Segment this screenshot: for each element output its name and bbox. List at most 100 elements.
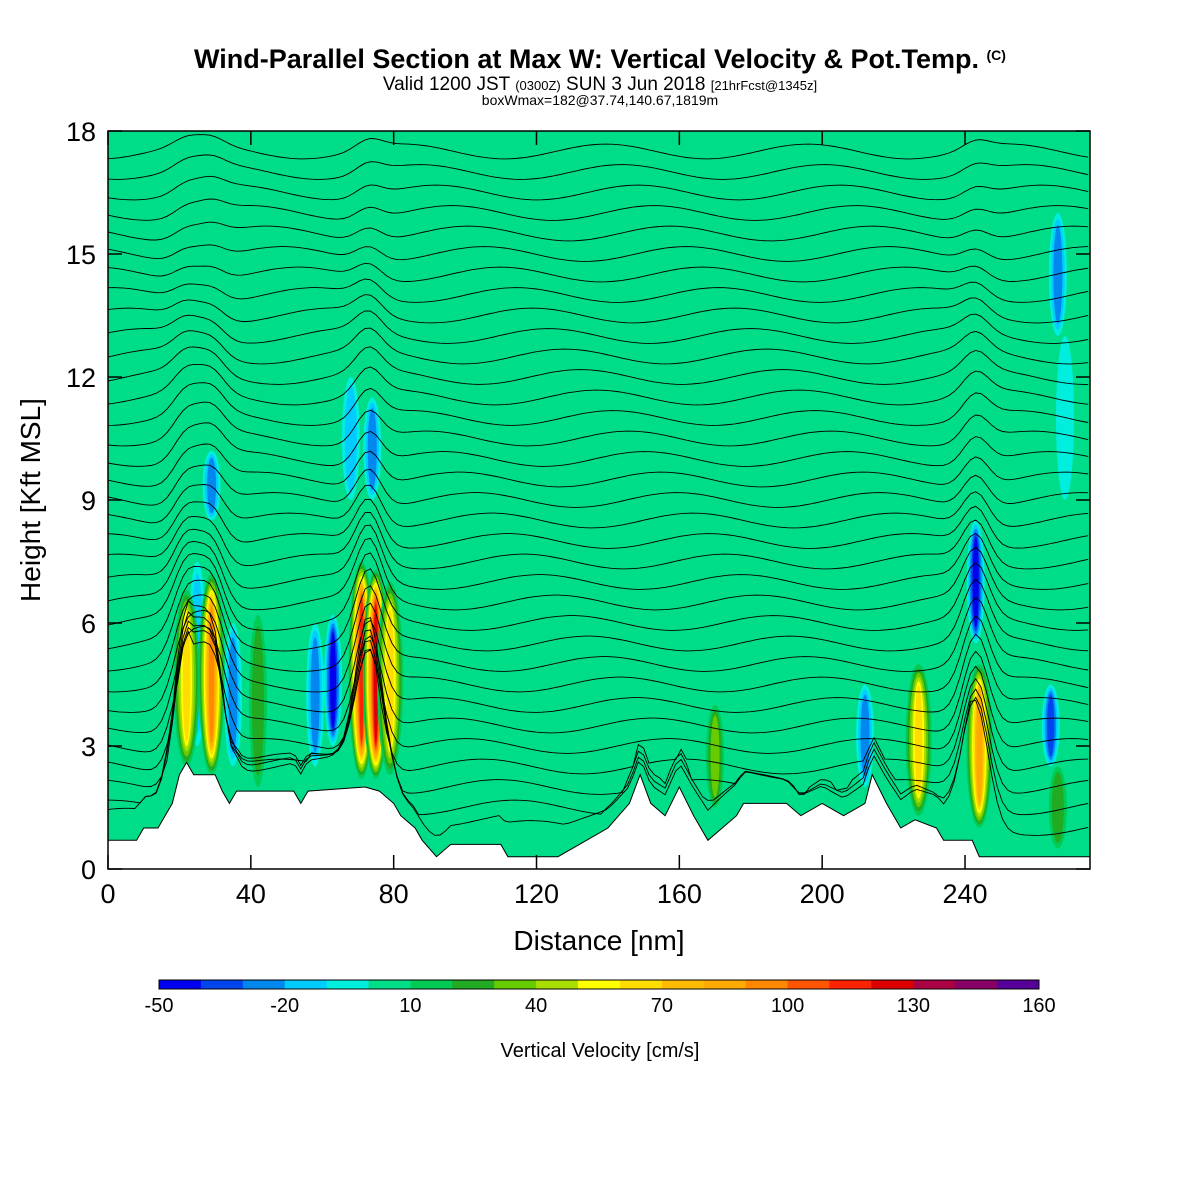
colorbar-swatch	[410, 980, 453, 989]
isentrope-line	[108, 599, 1089, 836]
isentrope-line	[108, 579, 1089, 672]
y-tick-label: 12	[66, 363, 96, 393]
terrain-profile	[107, 761, 1091, 870]
colorbar-swatch	[871, 980, 914, 989]
y-tick-label: 6	[81, 609, 96, 639]
downdraft-cell	[341, 377, 360, 500]
colorbar-swatch	[452, 980, 495, 989]
valid-time-text: Valid 1200 JST	[382, 74, 510, 95]
colorbar-swatch	[368, 980, 411, 989]
title-main-text: Wind-Parallel Section at Max W: Vertical…	[194, 44, 979, 74]
downdraft-cell	[306, 623, 325, 767]
updraft-cell-band	[710, 715, 720, 798]
downdraft-cell	[1041, 684, 1060, 767]
isentrope-line	[108, 363, 1089, 406]
updraft-cell	[1048, 766, 1067, 849]
downdraft-cell	[1048, 213, 1067, 336]
isentrope-line	[108, 498, 1089, 549]
isentrope-line	[108, 611, 1089, 816]
downdraft-cell-band	[310, 637, 320, 753]
downdraft-cell-band	[207, 457, 217, 514]
downdraft-cell	[363, 397, 382, 500]
colorbar-swatch	[494, 980, 537, 989]
isentrope-line	[108, 626, 1089, 775]
downdraft-cell	[323, 614, 342, 747]
isentrope-line	[108, 609, 1089, 713]
x-tick-label: 160	[657, 879, 702, 909]
downdraft-cell	[202, 450, 221, 521]
isentrope-line	[108, 401, 1089, 447]
isentrope-line	[108, 327, 1089, 365]
isentrope-line	[108, 278, 1089, 303]
updraft-cell-band	[359, 597, 364, 743]
axes: 0 40 80 120 160 200 240 0 3 6 9 12 15 18	[66, 117, 1090, 909]
terrain-mask	[107, 761, 1091, 870]
updraft-cell-band	[976, 689, 983, 803]
x-tick-label: 80	[379, 879, 409, 909]
isentrope-line	[108, 464, 1089, 508]
colorbar-swatch	[703, 980, 747, 989]
colorbar-swatch	[536, 980, 579, 989]
updraft-cell	[905, 664, 932, 816]
isentrope-line	[108, 620, 1089, 795]
isentrope-line	[108, 310, 1089, 344]
vertical-velocity-field	[108, 131, 1090, 869]
y-axis-label: Height [Kft MSL]	[15, 398, 46, 602]
isentrope-line	[108, 382, 1089, 426]
colorbar-label: Vertical Velocity [cm/s]	[501, 1040, 700, 1062]
downdraft-cell-band	[1056, 336, 1075, 500]
updraft-cell-band	[1051, 771, 1064, 844]
isentrope-line	[108, 524, 1089, 590]
colorbar-swatch	[913, 980, 956, 989]
colorbar-tick-label: 40	[525, 995, 547, 1017]
colorbar-swatch	[159, 980, 202, 989]
colorbar-swatch	[578, 980, 621, 989]
isentrope-line	[108, 175, 1089, 201]
colorbar-frame	[158, 979, 1040, 990]
colorbar-swatch	[745, 980, 789, 989]
colorbar-swatch	[200, 980, 244, 989]
isentrope-line	[108, 262, 1089, 283]
downdraft-cell-band	[1047, 694, 1055, 757]
colorbar-tick-label: 100	[771, 995, 804, 1017]
isentrope-line	[108, 443, 1089, 488]
colorbar-swatch	[787, 980, 830, 989]
updraft-cell	[706, 705, 725, 808]
colorbar: -50 -20 10 40 70 100 130 160	[145, 979, 1056, 1017]
x-tick-label: 240	[942, 879, 987, 909]
colorbar-swatch	[619, 980, 663, 989]
updraft-cell	[966, 664, 993, 828]
y-tick-label: 0	[81, 855, 96, 885]
x-tick-label: 40	[236, 879, 266, 909]
y-tick-label: 3	[81, 732, 96, 762]
downdraft-cell-band	[344, 385, 357, 492]
isentrope-line	[108, 422, 1089, 467]
colorbar-tick-label: 160	[1022, 995, 1055, 1017]
x-tick-label: 200	[800, 879, 845, 909]
colorbar-swatch	[661, 980, 705, 989]
isentrope-line	[108, 154, 1089, 180]
colorbar-tick-label: 130	[897, 995, 930, 1017]
y-tick-label: 15	[66, 240, 96, 270]
isentrope-line	[108, 198, 1089, 221]
isentrope-line	[108, 630, 1089, 754]
isentrope-line	[108, 244, 1089, 262]
colorbar-swatch	[326, 980, 370, 989]
downdraft-cell	[1056, 336, 1075, 500]
isentrope-line	[108, 537, 1089, 611]
colorbar-swatch	[242, 980, 286, 989]
isentrope-line	[108, 134, 1089, 160]
chart-title: Wind-Parallel Section at Max W: Vertical…	[0, 44, 1200, 75]
colorbar-swatch	[829, 980, 872, 989]
x-axis-label: Distance [nm]	[513, 925, 684, 956]
colorbar-tick-label: 10	[399, 995, 421, 1017]
downdraft-cell-band	[860, 694, 870, 777]
isentrope-line	[108, 566, 1089, 652]
x-tick-label: 120	[514, 879, 559, 909]
y-tick-label: 18	[66, 117, 96, 147]
utc-time-text: (0300Z)	[515, 78, 561, 93]
downdraft-cell-band	[972, 536, 979, 628]
isentrope-line	[108, 625, 1089, 734]
downdraft-cell-band	[367, 407, 377, 490]
